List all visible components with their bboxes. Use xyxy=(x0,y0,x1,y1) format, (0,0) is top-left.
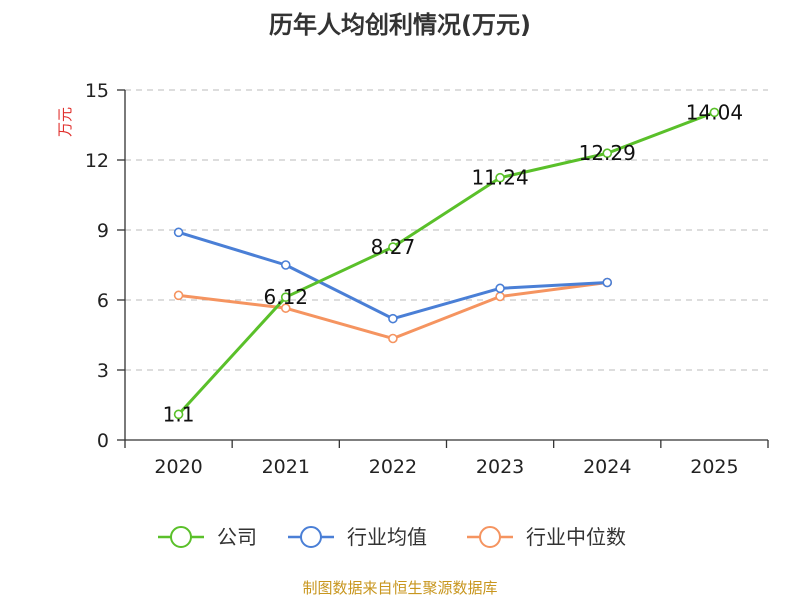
y-tick-label-3: 3 xyxy=(97,360,109,382)
legend-label-1: 行业均值 xyxy=(347,525,427,549)
y-tick-label-0: 0 xyxy=(97,430,109,452)
legend-item-0[interactable]: 公司 xyxy=(158,525,257,549)
y-tick-label-15: 15 xyxy=(85,80,109,102)
data-point-2-1[interactable] xyxy=(280,303,291,313)
data-label-0: 1.1 xyxy=(163,402,195,426)
y-tick-label-6: 6 xyxy=(97,290,109,312)
data-point-0-3[interactable] xyxy=(495,172,505,183)
legend-item-1[interactable]: 行业均值 xyxy=(288,525,427,549)
x-tick-label-2023: 2023 xyxy=(476,456,524,478)
y-tick-label-12: 12 xyxy=(85,150,109,172)
series-line-2 xyxy=(178,281,608,340)
x-tick-label-2022: 2022 xyxy=(369,456,417,478)
data-label-4: 12.29 xyxy=(579,141,636,165)
data-point-0-0[interactable] xyxy=(173,409,184,420)
legend[interactable]: 公司 行业均值 行业中位数 xyxy=(158,525,626,549)
x-tick-label-2024: 2024 xyxy=(583,456,631,478)
legend-marker-0 xyxy=(170,526,192,548)
chart-title: 历年人均创利情况(万元) xyxy=(269,11,531,39)
data-point-0-2[interactable] xyxy=(388,242,398,252)
legend-label-0: 公司 xyxy=(217,525,257,549)
data-point-2-3[interactable] xyxy=(495,291,505,302)
data-point-0-4[interactable] xyxy=(602,148,613,159)
data-point-2-0[interactable] xyxy=(173,290,184,301)
data-point-1-0[interactable] xyxy=(173,227,184,238)
data-point-1-2[interactable] xyxy=(388,313,398,324)
legend-marker-2 xyxy=(479,526,501,548)
data-point-1-3[interactable] xyxy=(495,283,505,294)
x-tick-label-2025: 2025 xyxy=(690,456,738,478)
data-point-0-5[interactable] xyxy=(709,107,720,118)
data-point-1-1[interactable] xyxy=(280,260,291,270)
series-lines xyxy=(173,107,720,420)
data-point-0-1[interactable] xyxy=(280,292,291,303)
x-tick-label-2021: 2021 xyxy=(262,456,310,478)
axes: 0 3 6 9 12 15 2020 2021 2022 2023 2024 2025 xyxy=(85,80,769,478)
y-tick-label-9: 9 xyxy=(97,220,109,242)
data-label-3: 11.24 xyxy=(471,166,528,190)
data-label-2: 8.27 xyxy=(371,235,416,259)
legend-marker-1 xyxy=(300,526,322,548)
data-point-1-4[interactable] xyxy=(602,277,613,288)
data-point-2-2[interactable] xyxy=(388,333,398,344)
legend-label-2: 行业中位数 xyxy=(526,525,626,549)
data-label-1: 6.12 xyxy=(263,285,308,309)
legend-item-2[interactable]: 行业中位数 xyxy=(467,525,626,549)
data-labels: 1.1 6.12 8.27 11.24 12.29 14.04 xyxy=(163,100,743,426)
x-tick-label-2020: 2020 xyxy=(154,456,202,478)
series-line-0 xyxy=(177,110,715,416)
data-label-5: 14.04 xyxy=(686,100,743,124)
y-axis-label: 万元 xyxy=(56,107,74,137)
grid-lines xyxy=(125,89,768,371)
source-note: 制图数据来自恒生聚源数据库 xyxy=(302,579,497,597)
